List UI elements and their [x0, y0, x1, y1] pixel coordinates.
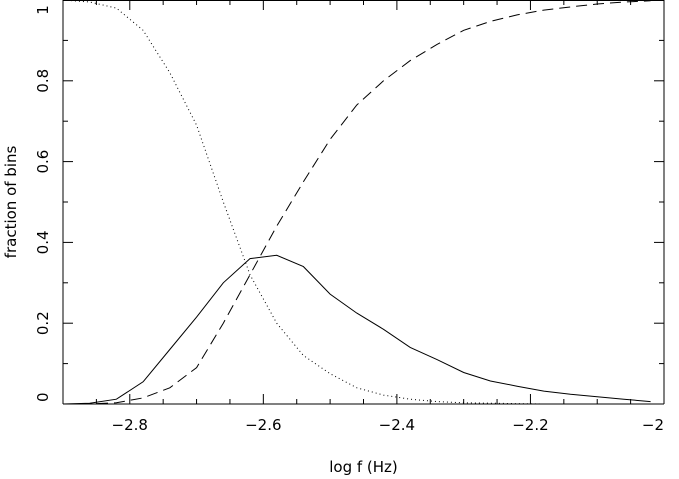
- series-line-solid: [62, 254, 651, 405]
- series-line-dotted: [62, 0, 651, 405]
- x-axis-title: log f (Hz): [329, 458, 398, 476]
- y-tick-label: 1: [34, 5, 52, 15]
- axis-ticks: [62, 0, 665, 405]
- y-tick-label: 0.4: [34, 230, 52, 254]
- x-tick-label: −2: [642, 416, 664, 434]
- y-tick-label: 0.8: [34, 69, 52, 93]
- x-tick-label: −2.8: [112, 416, 148, 434]
- x-tick-label: −2.6: [245, 416, 281, 434]
- series-line-dashed: [63, 0, 651, 405]
- series-lines: [62, 0, 651, 405]
- x-tick-label: −2.4: [379, 416, 415, 434]
- tick-labels: −2.8 −2.6 −2.4 −2.2 −2 0 0.2 0.4 0.6 0.8 1: [34, 5, 664, 434]
- x-tick-label: −2.2: [512, 416, 548, 434]
- y-axis-title: fraction of bins: [2, 146, 20, 259]
- y-tick-label: 0: [34, 392, 52, 402]
- y-tick-label: 0.2: [34, 311, 52, 335]
- plot-frame: [62, 0, 665, 405]
- y-tick-label: 0.6: [34, 150, 52, 174]
